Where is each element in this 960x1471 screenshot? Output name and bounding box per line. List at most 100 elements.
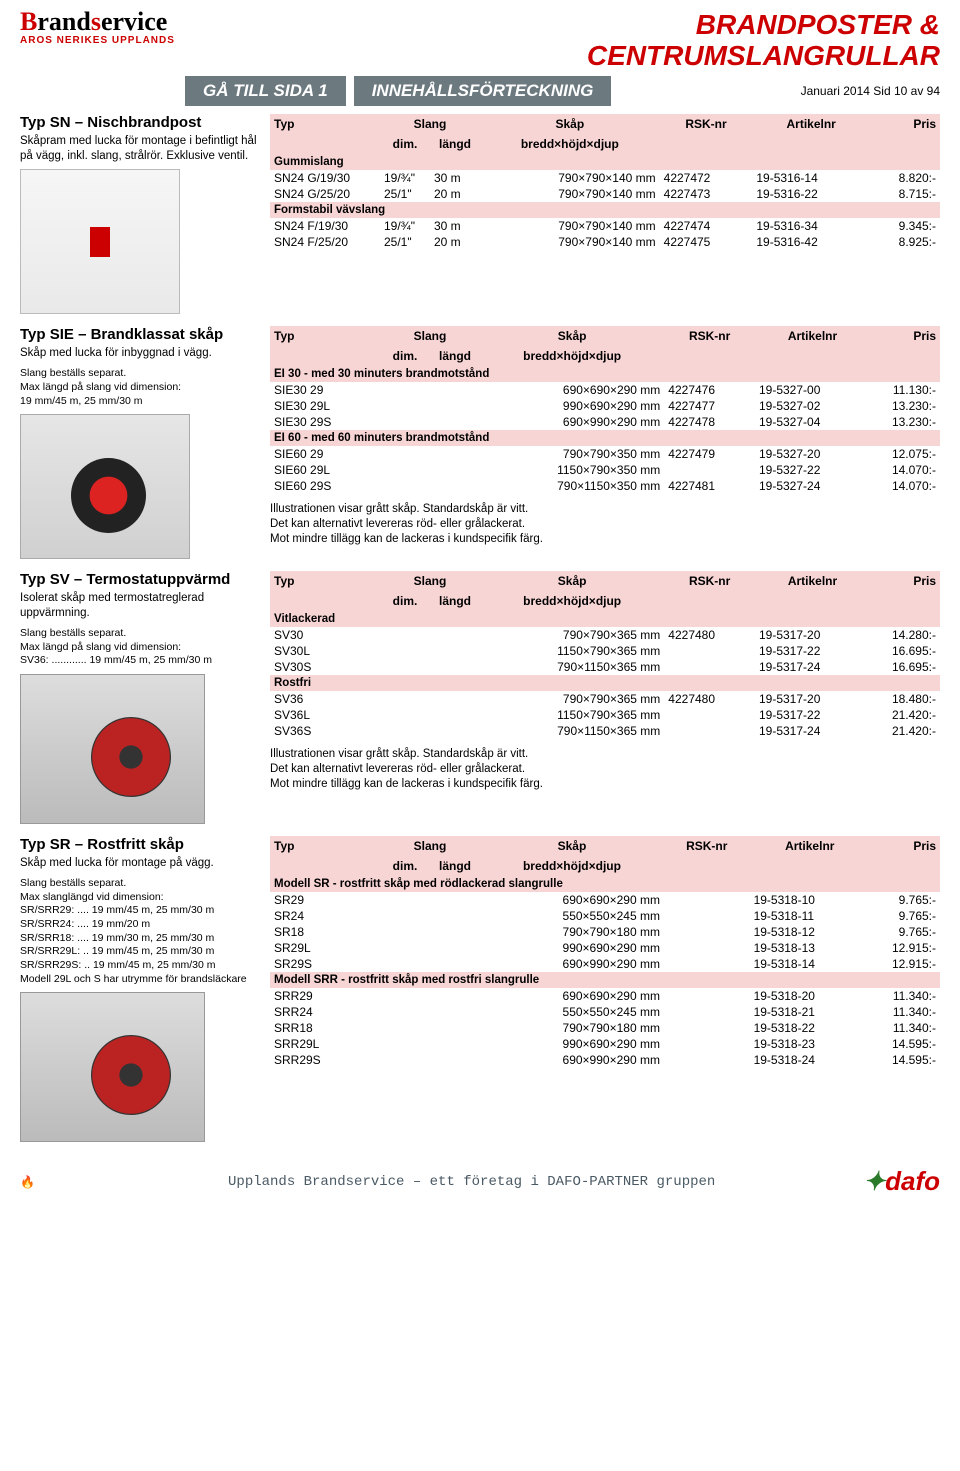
cell-typ: SV30L	[270, 643, 380, 659]
col-pris: Pris	[870, 114, 940, 134]
cell-rsk: 4227476	[664, 382, 755, 398]
toc-button[interactable]: INNEHÅLLSFÖRTECKNING	[354, 76, 612, 106]
col-slang: Slang	[380, 836, 480, 856]
section-description: Skåp med lucka för montage på vägg.	[20, 856, 260, 871]
cell-skap: 550×550×245 mm	[480, 1004, 664, 1020]
cell-dim	[380, 659, 430, 675]
cell-typ: SR29L	[270, 940, 380, 956]
cell-skap: 690×990×290 mm	[480, 1052, 664, 1068]
col-skap: Skåp	[480, 326, 664, 346]
cell-typ: SIE60 29L	[270, 462, 380, 478]
cell-pris: 9.765:-	[870, 908, 940, 924]
col-rsk: RSK-nr	[660, 114, 753, 134]
product-image	[20, 414, 190, 559]
section-title: Typ SV – Termostatuppvärmd	[20, 571, 260, 588]
section-title: Typ SIE – Brandklassat skåp	[20, 326, 260, 343]
table-row: SRR18790×790×180 mm19-5318-2211.340:-	[270, 1020, 940, 1036]
cell-pris: 14.280:-	[870, 627, 940, 643]
col-artikelnr: Artikelnr	[755, 571, 870, 591]
cell-art: 19-5318-14	[750, 956, 870, 972]
product-image	[20, 169, 180, 314]
cell-pris: 9.765:-	[870, 892, 940, 908]
cell-pris: 14.070:-	[870, 462, 940, 478]
cell-typ: SN24 F/19/30	[270, 218, 380, 234]
cell-langd	[430, 462, 480, 478]
cell-typ: SRR18	[270, 1020, 380, 1036]
col-artikelnr: Artikelnr	[755, 326, 870, 346]
section-note: Illustrationen visar grått skåp. Standar…	[270, 747, 940, 792]
cell-typ: SV36	[270, 691, 380, 707]
cell-skap: 790×790×350 mm	[480, 446, 664, 462]
cell-skap: 690×990×290 mm	[480, 956, 664, 972]
cell-dim	[380, 691, 430, 707]
dafo-logo: ✦dafo	[863, 1166, 940, 1197]
col-rsk: RSK-nr	[664, 836, 750, 856]
cell-art: 19-5317-20	[755, 691, 870, 707]
cell-dim	[380, 462, 430, 478]
col-artikelnr: Artikelnr	[752, 114, 870, 134]
cell-typ: SN24 G/25/20	[270, 186, 380, 202]
cell-pris: 14.595:-	[870, 1036, 940, 1052]
col-typ: Typ	[270, 326, 380, 346]
table-row: SV36790×790×365 mm422748019-5317-2018.48…	[270, 691, 940, 707]
cell-langd	[430, 723, 480, 739]
cell-langd: 20 m	[430, 234, 480, 250]
cell-typ: SR24	[270, 908, 380, 924]
cell-rsk	[664, 924, 750, 940]
cell-dim	[380, 382, 430, 398]
cell-pris: 21.420:-	[870, 707, 940, 723]
cell-art: 19-5327-20	[755, 446, 870, 462]
table-row: SV36L1150×790×365 mm19-5317-2221.420:-	[270, 707, 940, 723]
col-typ: Typ	[270, 114, 380, 134]
cell-langd	[430, 691, 480, 707]
cell-typ: SN24 F/25/20	[270, 234, 380, 250]
cell-rsk	[664, 1004, 750, 1020]
col-rsk: RSK-nr	[664, 571, 755, 591]
product-section: Typ SN – NischbrandpostSkåpram med lucka…	[20, 114, 940, 315]
table-row: SIE30 29S690×990×290 mm422747819-5327-04…	[270, 414, 940, 430]
cell-langd	[430, 398, 480, 414]
table-row: SN24 G/25/2025/1"20 m790×790×140 mm42274…	[270, 186, 940, 202]
cell-art: 19-5317-22	[755, 707, 870, 723]
cell-rsk: 4227478	[664, 414, 755, 430]
cell-dim	[380, 956, 430, 972]
col-slang: Slang	[380, 114, 480, 134]
table-subheader: EI 60 - med 60 minuters brandmotstånd	[270, 430, 940, 446]
col-rsk: RSK-nr	[664, 326, 755, 346]
col-langd: längd	[430, 134, 480, 154]
section-title: Typ SN – Nischbrandpost	[20, 114, 260, 131]
cell-rsk	[664, 1052, 750, 1068]
table-row: SIE60 29L1150×790×350 mm19-5327-2214.070…	[270, 462, 940, 478]
cell-dim	[380, 398, 430, 414]
cell-skap: 1150×790×365 mm	[480, 643, 664, 659]
cell-rsk: 4227479	[664, 446, 755, 462]
cell-art: 19-5318-10	[750, 892, 870, 908]
table-row: SIE60 29S790×1150×350 mm422748119-5327-2…	[270, 478, 940, 494]
cell-typ: SV30	[270, 627, 380, 643]
cell-art: 19-5318-20	[750, 988, 870, 1004]
goto-page1-button[interactable]: GÅ TILL SIDA 1	[185, 76, 346, 106]
cell-rsk: 4227474	[660, 218, 753, 234]
cell-skap: 790×1150×365 mm	[480, 659, 664, 675]
col-pris: Pris	[870, 571, 940, 591]
cell-typ: SN24 G/19/30	[270, 170, 380, 186]
table-row: SRR29S690×990×290 mm19-5318-2414.595:-	[270, 1052, 940, 1068]
cell-pris: 21.420:-	[870, 723, 940, 739]
table-subheader: Gummislang	[270, 154, 940, 170]
cell-typ: SIE30 29S	[270, 414, 380, 430]
cell-typ: SIE30 29	[270, 382, 380, 398]
cell-dim: 25/1"	[380, 186, 430, 202]
cell-art: 19-5318-12	[750, 924, 870, 940]
cell-dim	[380, 1036, 430, 1052]
cell-pris: 11.340:-	[870, 988, 940, 1004]
col-skap: Skåp	[480, 114, 660, 134]
cell-skap: 690×990×290 mm	[480, 414, 664, 430]
cell-rsk	[664, 1036, 750, 1052]
cell-art: 19-5317-20	[755, 627, 870, 643]
cell-pris: 11.340:-	[870, 1004, 940, 1020]
cell-typ: SIE60 29	[270, 446, 380, 462]
cell-art: 19-5316-14	[752, 170, 870, 186]
cell-skap: 790×790×140 mm	[480, 218, 660, 234]
section-description: Skåp med lucka för inbyggnad i vägg.	[20, 346, 260, 361]
cell-skap: 790×1150×350 mm	[480, 478, 664, 494]
